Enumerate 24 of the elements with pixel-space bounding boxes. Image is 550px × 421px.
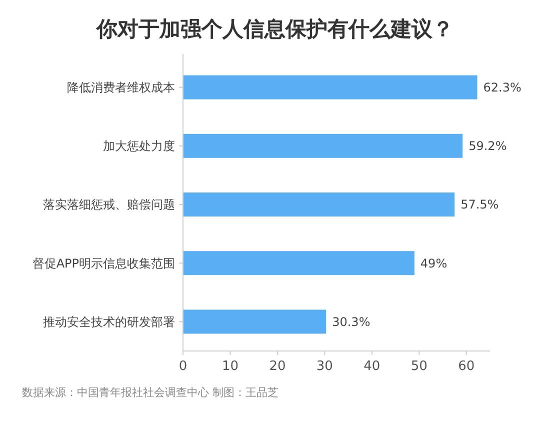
x-tick-label: 10	[222, 359, 239, 374]
x-tick-label: 30	[316, 359, 333, 374]
y-tick-label: 落实落细惩戒、赔偿问题	[43, 198, 175, 212]
bar	[183, 310, 326, 334]
source-note: 数据来源：中国青年报社社会调查中心 制图：王品芝	[22, 386, 278, 399]
y-tick-label: 推动安全技术的研发部署	[43, 314, 175, 329]
data-label: 59.2%	[468, 139, 507, 154]
bar	[183, 251, 414, 276]
bar	[183, 192, 455, 217]
x-tick-label: 50	[410, 359, 428, 374]
bar	[183, 134, 463, 158]
x-tick-label: 60	[458, 359, 475, 374]
chart-title: 你对于加强个人信息保护有什么建议？	[96, 17, 454, 41]
y-tick-label: 加大惩处力度	[103, 139, 175, 154]
y-tick-label: 督促APP明示信息收集范围	[32, 256, 175, 270]
data-label: 49%	[420, 256, 448, 270]
y-tick-label: 降低消费者维权成本	[67, 80, 175, 94]
x-tick-label: 0	[178, 359, 188, 374]
x-tick-label: 20	[269, 359, 286, 374]
data-label: 57.5%	[460, 198, 499, 212]
data-label: 30.3%	[332, 314, 370, 329]
data-label: 62.3%	[483, 80, 522, 94]
x-tick-label: 40	[364, 359, 380, 374]
bar	[183, 75, 478, 100]
